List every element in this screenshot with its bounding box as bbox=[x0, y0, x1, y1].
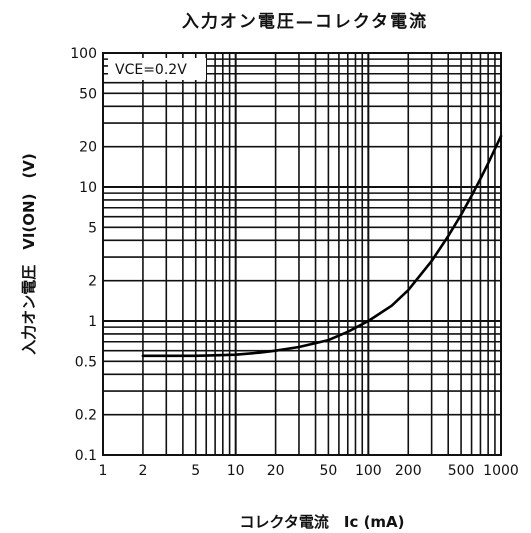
grid bbox=[103, 53, 501, 455]
chart-title: 入力オン電圧—コレクタ電流 bbox=[182, 11, 428, 32]
x-tick-labels: 1 2 5 10 20 50 100 200 500 1000 bbox=[99, 463, 519, 479]
x-tick-label: 20 bbox=[267, 463, 285, 479]
y-tick-label: 100 bbox=[70, 46, 97, 62]
y-tick-label: 5 bbox=[88, 220, 97, 236]
series-line bbox=[141, 134, 503, 358]
y-tick-label: 10 bbox=[79, 180, 97, 196]
x-tick-label: 1000 bbox=[483, 463, 519, 479]
x-tick-label: 50 bbox=[319, 463, 337, 479]
x-tick-label: 200 bbox=[395, 463, 422, 479]
condition-label: VCE=0.2V bbox=[115, 62, 187, 78]
y-tick-label: 0.5 bbox=[75, 354, 97, 370]
x-tick-label: 500 bbox=[448, 463, 475, 479]
series-group bbox=[141, 134, 503, 358]
y-axis-label: 入力オン電圧 VI(ON) (V) bbox=[20, 153, 38, 355]
plot-frame bbox=[102, 52, 502, 456]
y-tick-label: 1 bbox=[88, 314, 97, 330]
condition-label-background bbox=[108, 58, 206, 80]
y-tick-label: 0.2 bbox=[75, 408, 97, 424]
y-tick-label: 0.1 bbox=[75, 448, 97, 464]
x-tick-label: 2 bbox=[138, 463, 147, 479]
x-tick-label: 100 bbox=[355, 463, 382, 479]
x-axis-label: コレクタ電流 Ic (mA) bbox=[239, 513, 404, 531]
y-tick-label: 50 bbox=[79, 86, 97, 102]
y-tick-labels: 0.1 0.2 0.5 1 2 5 10 20 50 100 bbox=[70, 46, 97, 464]
x-tick-label: 10 bbox=[227, 463, 245, 479]
x-tick-label: 1 bbox=[99, 463, 108, 479]
x-tick-label: 5 bbox=[191, 463, 200, 479]
y-tick-label: 2 bbox=[88, 274, 97, 290]
y-tick-label: 20 bbox=[79, 140, 97, 156]
